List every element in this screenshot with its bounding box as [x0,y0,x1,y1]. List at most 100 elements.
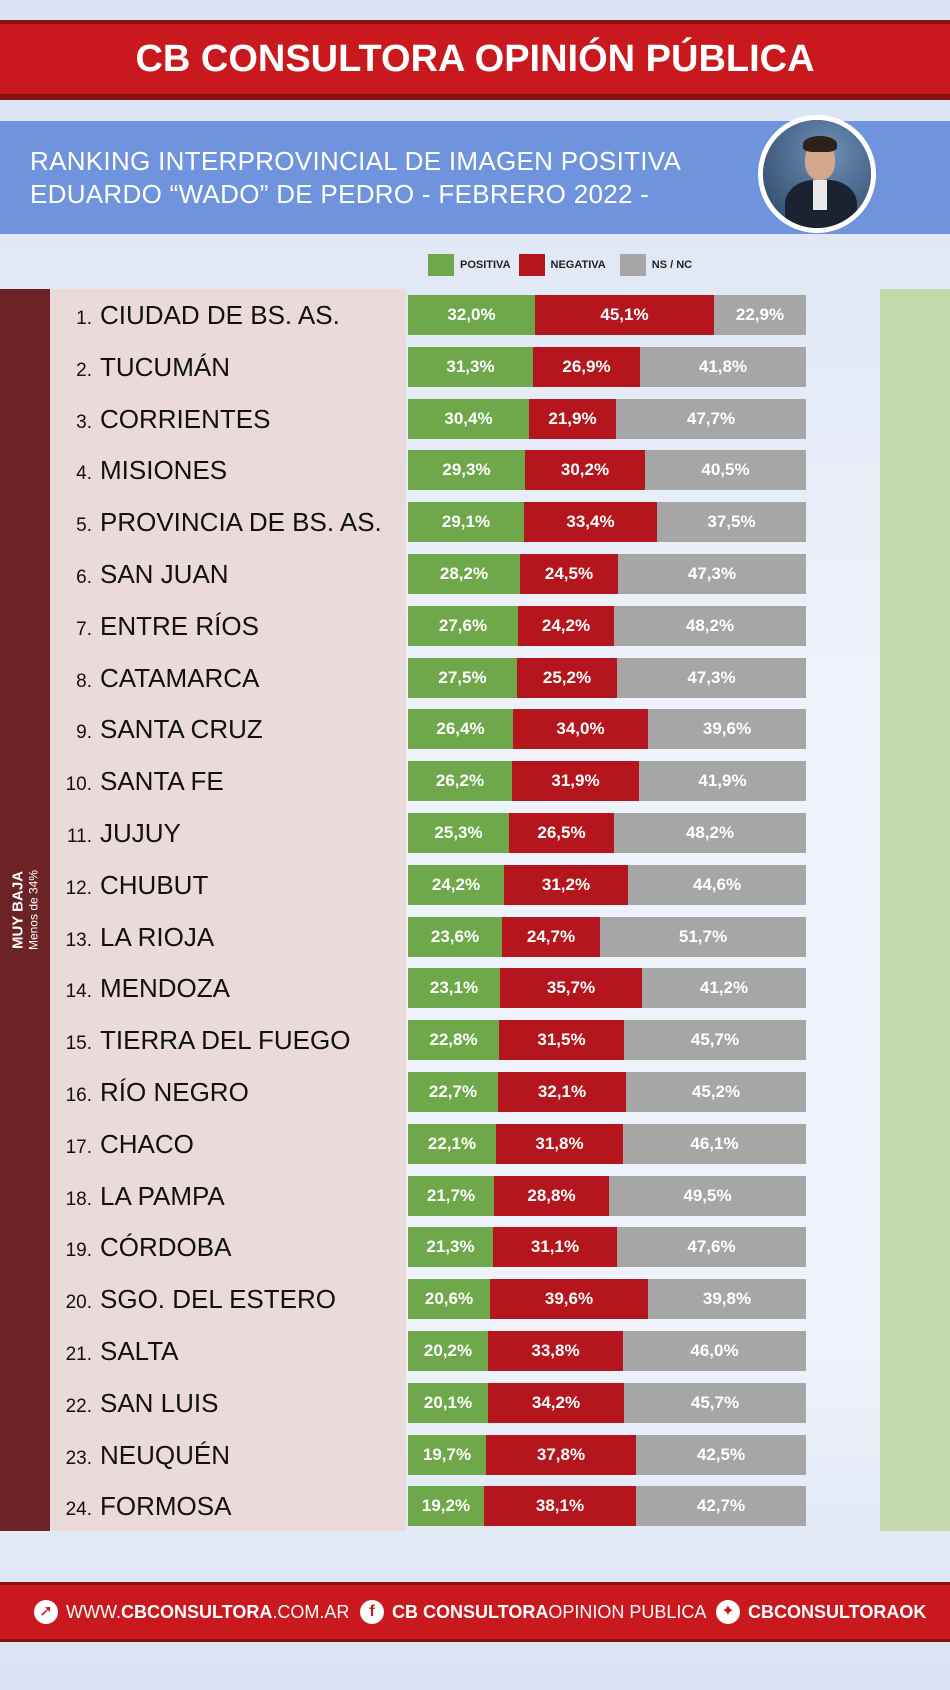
page-title: CB CONSULTORA OPINIÓN PÚBLICA [135,37,815,80]
bar-segment-positiva: 28,2% [408,554,520,594]
province-label: 4. MISIONES [52,450,227,490]
province-name: RÍO NEGRO [100,1077,249,1107]
bar-segment-positiva: 29,3% [408,450,525,490]
province-name: TUCUMÁN [100,352,230,382]
legend-label-nsnc: NS / NC [651,259,693,271]
category-label-sub: Menos de 34% [26,869,41,951]
bar-segment-positiva: 23,6% [408,917,502,957]
bar-segment-nsnc: 41,9% [639,761,806,801]
bar-segment-nsnc: 44,6% [628,865,806,905]
province-label: 18. LA PAMPA [52,1176,225,1216]
province-name: SAN LUIS [100,1388,219,1418]
province-name: FORMOSA [100,1491,232,1521]
bar-segment-positiva: 23,1% [408,968,500,1008]
twitter-icon: ✦ [716,1600,740,1624]
bar-segment-nsnc: 47,3% [617,658,806,698]
rank-number: 14. [65,981,92,1002]
province-label: 6. SAN JUAN [52,554,228,594]
bar-segment-negativa: 24,5% [520,554,618,594]
bar-segment-positiva: 20,6% [408,1279,490,1319]
legend-swatch-negativa [518,254,545,276]
footer: ➚ WWW. CBCONSULTORA .COM.AR f CB CONSULTOR… [0,1582,950,1642]
bar-segment-positiva: 31,3% [408,347,533,387]
province-name: LA RIOJA [100,922,215,952]
bar-segment-positiva: 24,2% [408,865,504,905]
bar-segment-nsnc: 41,2% [642,968,806,1008]
bar-segment-negativa: 33,4% [524,502,657,542]
province-name: SGO. DEL ESTERO [100,1284,336,1314]
bar-segment-positiva: 20,2% [408,1331,488,1371]
province-label: 14. MENDOZA [52,968,230,1008]
province-name: MISIONES [100,455,228,485]
province-label: 17. CHACO [52,1124,194,1164]
bar-segment-positiva: 32,0% [408,295,535,335]
province-name: SANTA CRUZ [100,714,263,744]
rank-number: 23. [65,1448,92,1469]
bar-segment-nsnc: 47,3% [618,554,806,594]
bar-segment-negativa: 31,9% [512,761,639,801]
chart-title-line-2: EDUARDO “WADO” DE PEDRO - FEBRERO 2022 - [30,179,650,209]
rank-number: 9. [76,722,92,743]
province-label: 8. CATAMARCA [52,658,259,698]
bar-segment-negativa: 31,2% [504,865,628,905]
bar-segment-nsnc: 46,0% [623,1331,806,1371]
bar-segment-nsnc: 48,2% [614,813,806,853]
footer-tw-bold: CBCONSULTORAOK [748,1601,927,1622]
category-label-main: MUY BAJA [9,870,27,950]
province-label: 19. CÓRDOBA [52,1227,232,1267]
bar-segment-negativa: 24,2% [518,606,614,646]
footer-web-bold: CBCONSULTORA [120,1601,273,1622]
province-name: CATAMARCA [100,663,260,693]
footer-facebook[interactable]: f CB CONSULTORA OPINION PUBLICA [360,1585,706,1639]
bar-segment-negativa: 32,1% [498,1072,626,1112]
bar-segment-negativa: 24,7% [502,917,600,957]
rank-number: 6. [76,567,92,588]
province-label: 21. SALTA [52,1331,179,1371]
province-name: CORRIENTES [100,404,271,434]
province-name: CÓRDOBA [100,1232,232,1262]
province-name: SANTA FE [100,766,224,796]
rank-number: 21. [65,1344,92,1365]
bar-segment-positiva: 27,5% [408,658,517,698]
right-accent-panel [880,289,950,1531]
bar-segment-nsnc: 48,2% [614,606,806,646]
bar-segment-negativa: 38,1% [484,1486,636,1526]
chart-title-line-1: RANKING INTERPROVINCIAL DE IMAGEN POSITI… [30,146,682,176]
bar-segment-negativa: 21,9% [529,399,616,439]
bar-segment-positiva: 29,1% [408,502,524,542]
category-sidebar [0,289,50,1531]
bar-segment-positiva: 21,3% [408,1227,493,1267]
bar-segment-positiva: 20,1% [408,1383,488,1423]
province-label: 2. TUCUMÁN [52,347,230,387]
province-name: MENDOZA [100,973,230,1003]
bar-segment-negativa: 30,2% [525,450,645,490]
legend-swatch-positiva [428,254,454,276]
bar-segment-negativa: 28,8% [494,1176,609,1216]
bar-segment-positiva: 21,7% [408,1176,494,1216]
bar-segment-positiva: 30,4% [408,399,529,439]
bar-segment-nsnc: 45,2% [626,1072,806,1112]
province-label: 7. ENTRE RÍOS [52,606,259,646]
rank-number: 11. [66,826,92,847]
bar-segment-positiva: 22,1% [408,1124,496,1164]
bar-segment-positiva: 22,7% [408,1072,498,1112]
bar-segment-negativa: 37,8% [486,1435,636,1475]
rank-number: 18. [65,1189,92,1210]
cursor-click-icon: ➚ [34,1600,58,1624]
bar-segment-nsnc: 45,7% [624,1383,806,1423]
province-label: 23. NEUQUÉN [52,1435,230,1475]
province-label: 3. CORRIENTES [52,399,270,439]
bar-segment-nsnc: 39,8% [648,1279,806,1319]
province-label: 11. JUJUY [52,813,181,853]
province-label: 13. LA RIOJA [52,917,215,957]
bar-segment-negativa: 26,9% [533,347,640,387]
avatar [758,115,876,233]
rank-number: 10. [65,774,92,795]
bar-segment-nsnc: 49,5% [609,1176,806,1216]
footer-twitter[interactable]: ✦ CBCONSULTORAOK [716,1585,926,1639]
province-label: 12. CHUBUT [52,865,209,905]
footer-web-prefix: WWW. [66,1601,121,1622]
rank-number: 7. [76,619,92,640]
footer-website[interactable]: ➚ WWW. CBCONSULTORA .COM.AR [34,1585,349,1639]
bar-segment-positiva: 19,2% [408,1486,484,1526]
